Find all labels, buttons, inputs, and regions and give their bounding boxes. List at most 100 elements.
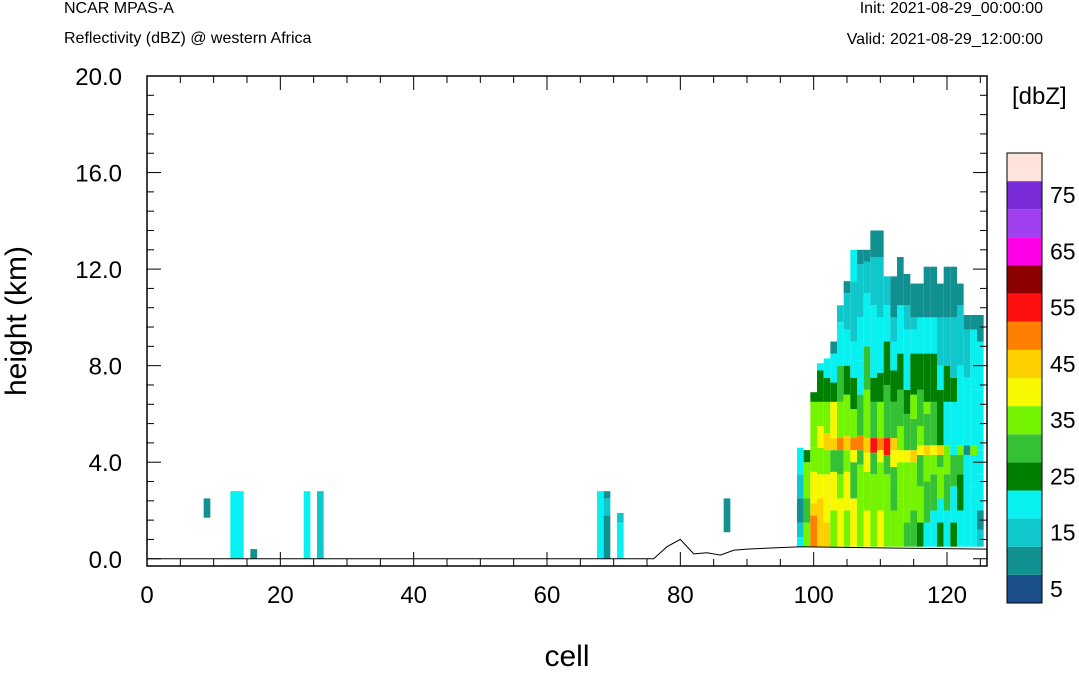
reflectivity-cell — [930, 445, 937, 455]
reflectivity-cell — [970, 329, 977, 390]
reflectivity-cell — [823, 401, 831, 434]
reflectivity-cell — [863, 346, 871, 390]
reflectivity-cell — [977, 529, 984, 547]
reflectivity-cell — [897, 257, 904, 306]
reflectivity-cell — [817, 447, 824, 475]
reflectivity-cell — [897, 450, 904, 463]
reflectivity-cell — [903, 450, 911, 463]
reflectivity-cell — [850, 377, 857, 410]
reflectivity-cell — [903, 462, 911, 523]
reflectivity-cell — [957, 510, 964, 547]
reflectivity-cell — [817, 426, 824, 448]
reflectivity-cell — [977, 314, 984, 342]
reflectivity-cell — [917, 426, 924, 446]
reflectivity-cell — [917, 445, 924, 455]
x-tick-label: 60 — [534, 582, 561, 609]
init-time: Init: 2021-08-29_00:00:00 — [859, 0, 1043, 17]
colorbar-unit-label: [dbZ] — [1012, 83, 1067, 110]
reflectivity-cell — [957, 305, 964, 366]
colorbar-swatch — [1007, 237, 1042, 266]
colorbar-frame — [1006, 152, 1043, 604]
reflectivity-cell — [603, 498, 611, 516]
reflectivity-cell — [617, 522, 624, 559]
reflectivity-cell — [823, 474, 831, 523]
reflectivity-cell — [863, 452, 871, 472]
colorbar-tick-label: 5 — [1050, 576, 1063, 602]
reflectivity-cell — [963, 498, 971, 547]
reflectivity-cell — [910, 353, 917, 395]
chart-subtitle: Reflectivity (dBZ) @ western Africa — [64, 30, 312, 47]
reflectivity-cell — [250, 549, 257, 559]
reflectivity-cell — [910, 450, 917, 463]
reflectivity-cell — [823, 450, 831, 475]
reflectivity-cell — [830, 382, 837, 402]
reflectivity-cell — [877, 317, 884, 373]
reflectivity-cell — [817, 370, 824, 402]
reflectivity-cell — [870, 438, 877, 453]
reflectivity-cell — [883, 413, 891, 439]
reflectivity-cell — [837, 322, 844, 366]
reflectivity-cell — [937, 283, 944, 318]
reflectivity-cell — [903, 522, 911, 547]
reflectivity-cell — [830, 341, 837, 354]
reflectivity-cell — [883, 341, 891, 385]
reflectivity-cell — [803, 522, 811, 547]
reflectivity-cell — [930, 474, 937, 511]
reflectivity-cell — [797, 474, 804, 499]
colorbar-swatch — [1007, 153, 1042, 182]
reflectivity-cell — [930, 510, 937, 547]
reflectivity-cell — [943, 365, 951, 402]
reflectivity-cell — [970, 486, 977, 547]
reflectivity-cell — [817, 363, 824, 371]
reflectivity-cell — [883, 454, 891, 475]
reflectivity-cell — [890, 401, 897, 439]
reflectivity-cell — [870, 305, 877, 378]
reflectivity-cell — [910, 329, 917, 354]
reflectivity-cell — [890, 450, 897, 468]
x-tick-label: 20 — [267, 582, 294, 609]
reflectivity-cell — [897, 353, 904, 390]
colorbar-swatch — [1007, 462, 1042, 491]
reflectivity-cell — [917, 522, 924, 547]
reflectivity-cell — [897, 389, 904, 426]
reflectivity-cell — [943, 454, 951, 475]
reflectivity-cell — [910, 462, 917, 511]
colorbar-tick-label: 65 — [1050, 238, 1076, 264]
reflectivity-cell — [930, 401, 937, 446]
reflectivity-cell — [957, 454, 964, 475]
reflectivity-cell — [870, 377, 877, 402]
colorbar-tick-label: 25 — [1050, 463, 1076, 489]
reflectivity-cell — [957, 365, 964, 446]
reflectivity-cell — [877, 372, 884, 402]
reflectivity-cell — [950, 401, 957, 446]
plot-frame — [146, 75, 988, 567]
reflectivity-cell — [883, 438, 891, 455]
reflectivity-cell — [877, 450, 884, 463]
reflectivity-cell — [943, 474, 951, 511]
reflectivity-cell — [890, 370, 897, 402]
reflectivity-cell — [977, 474, 984, 511]
reflectivity-cell — [950, 486, 957, 523]
reflectivity-cell — [897, 462, 904, 499]
reflectivity-cell — [950, 377, 957, 402]
reflectivity-cell — [943, 445, 951, 455]
reflectivity-cell — [817, 498, 824, 547]
colorbar-swatch — [1007, 378, 1042, 407]
reflectivity-cell — [863, 389, 871, 439]
reflectivity-cell — [810, 401, 817, 448]
reflectivity-cell — [937, 389, 944, 446]
reflectivity-cell — [830, 471, 837, 511]
reflectivity-cell — [897, 426, 904, 451]
reflectivity-cell — [797, 498, 804, 523]
reflectivity-cell — [843, 471, 851, 511]
reflectivity-cell — [877, 230, 884, 258]
reflectivity-cell — [850, 498, 857, 547]
reflectivity-cell — [823, 433, 831, 451]
reflectivity-cell — [837, 305, 844, 323]
reflectivity-cell — [970, 314, 977, 330]
reflectivity-cell — [877, 462, 884, 511]
reflectivity-cell — [897, 305, 904, 354]
colorbar-tick-label: 55 — [1050, 295, 1076, 321]
y-tick-label: 20.0 — [75, 64, 122, 91]
reflectivity-cell — [957, 445, 964, 455]
